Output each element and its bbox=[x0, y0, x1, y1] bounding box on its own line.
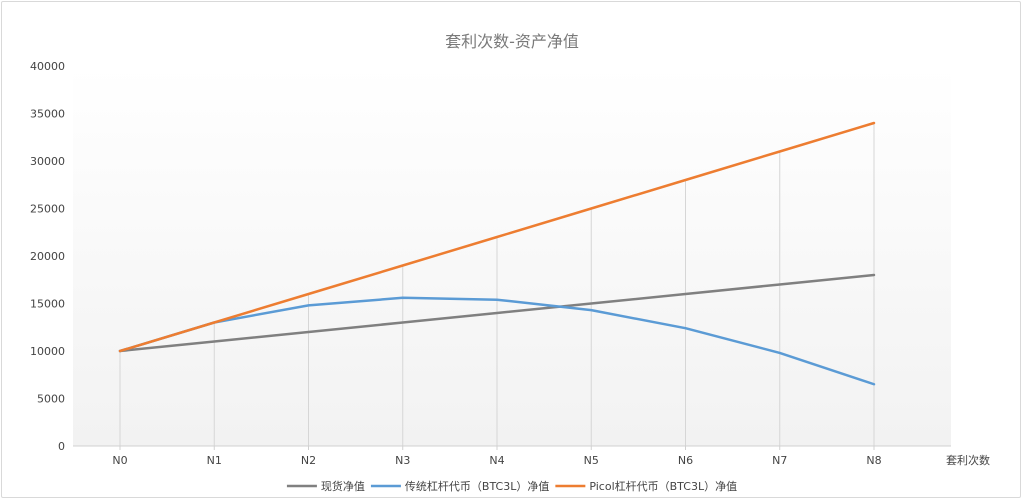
x-tick-label: N1 bbox=[207, 454, 222, 467]
series-line-2 bbox=[118, 121, 876, 353]
x-tick-label: N4 bbox=[489, 454, 504, 467]
x-tick-label: N2 bbox=[301, 454, 316, 467]
legend-label: 传统杠杆代币（BTC3L）净值 bbox=[405, 479, 549, 493]
series-line-1 bbox=[118, 296, 876, 386]
legend-item: 现货净值 bbox=[286, 479, 365, 493]
y-tick-label: 30000 bbox=[30, 155, 65, 168]
x-tick-label: N5 bbox=[584, 454, 599, 467]
x-tick-label: N6 bbox=[678, 454, 693, 467]
x-tick-label: N3 bbox=[395, 454, 410, 467]
y-axis: 0 5000 10000 15000 20000 25000 30000 35000 40000 bbox=[30, 60, 65, 453]
y-tick-label: 20000 bbox=[30, 250, 65, 263]
series-lines bbox=[118, 121, 876, 386]
x-tick-label: N0 bbox=[112, 454, 127, 467]
plot-area bbox=[73, 66, 951, 446]
legend-item: Picol杠杆代币（BTC3L）净值 bbox=[555, 479, 737, 493]
drop-lines bbox=[119, 123, 875, 446]
y-tick-label: 35000 bbox=[30, 108, 65, 121]
legend-label: 现货净值 bbox=[321, 479, 365, 493]
legend-item: 传统杠杆代币（BTC3L）净值 bbox=[370, 479, 549, 493]
chart-title: 套利次数-资产净值 bbox=[445, 32, 579, 51]
y-tick-label: 25000 bbox=[30, 203, 65, 216]
y-tick-label: 15000 bbox=[30, 298, 65, 311]
x-axis: 套利次数 N0 N1 N2 N3 N4 N5 N6 N7 N8 bbox=[73, 445, 990, 467]
legend: 现货净值 传统杠杆代币（BTC3L）净值 Picol杠杆代币（BTC3L）净值 bbox=[286, 479, 737, 493]
y-tick-label: 5000 bbox=[37, 393, 65, 406]
series-line-0 bbox=[118, 273, 876, 353]
y-tick-label: 10000 bbox=[30, 345, 65, 358]
y-tick-label: 40000 bbox=[30, 60, 65, 73]
x-tick-label: N8 bbox=[866, 454, 881, 467]
x-axis-label: 套利次数 bbox=[946, 453, 990, 467]
legend-label: Picol杠杆代币（BTC3L）净值 bbox=[589, 479, 737, 493]
x-tick-label: N7 bbox=[772, 454, 787, 467]
y-tick-label: 0 bbox=[58, 440, 65, 453]
